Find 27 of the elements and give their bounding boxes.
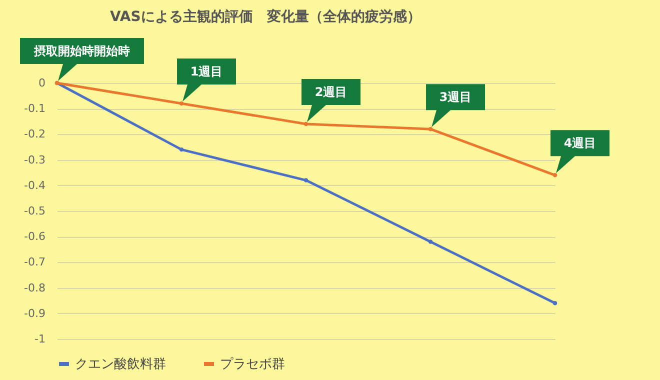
y-tick-label: -0.3 [24,153,46,166]
y-tick-label: -0.1 [24,102,46,116]
chart-title: VASによる主観的評価 変化量（全体的疲労感） [110,8,421,25]
legend-label: プラセボ群 [220,357,285,372]
point [304,178,308,182]
point [428,240,433,244]
x-tick-label: 1週目 [190,64,223,78]
y-tick-label: -1 [34,332,46,346]
y-tick-label: -0.2 [24,128,46,141]
y-tick-label: -0.9 [24,306,46,320]
x-tick-label: 2週目 [314,84,348,99]
point [304,122,308,126]
point [552,173,558,178]
point [179,101,184,106]
legend-label: クエン酸飲料群 [75,357,166,372]
x-tick-label: 摂取開始時開始時 [33,44,130,58]
point [552,301,558,306]
x-tick-label: 4週目 [564,136,596,150]
y-tick-label: -0.6 [24,230,46,244]
point [428,126,433,132]
x-tick-label: 3週目 [439,90,472,104]
y-tick-label: 0 [38,76,46,90]
y-tick-label: -0.4 [24,178,46,192]
y-tick-label: -0.7 [24,256,46,269]
point [179,147,184,152]
y-tick-label: -0.8 [24,281,46,294]
y-tick-label: -0.5 [24,204,46,218]
